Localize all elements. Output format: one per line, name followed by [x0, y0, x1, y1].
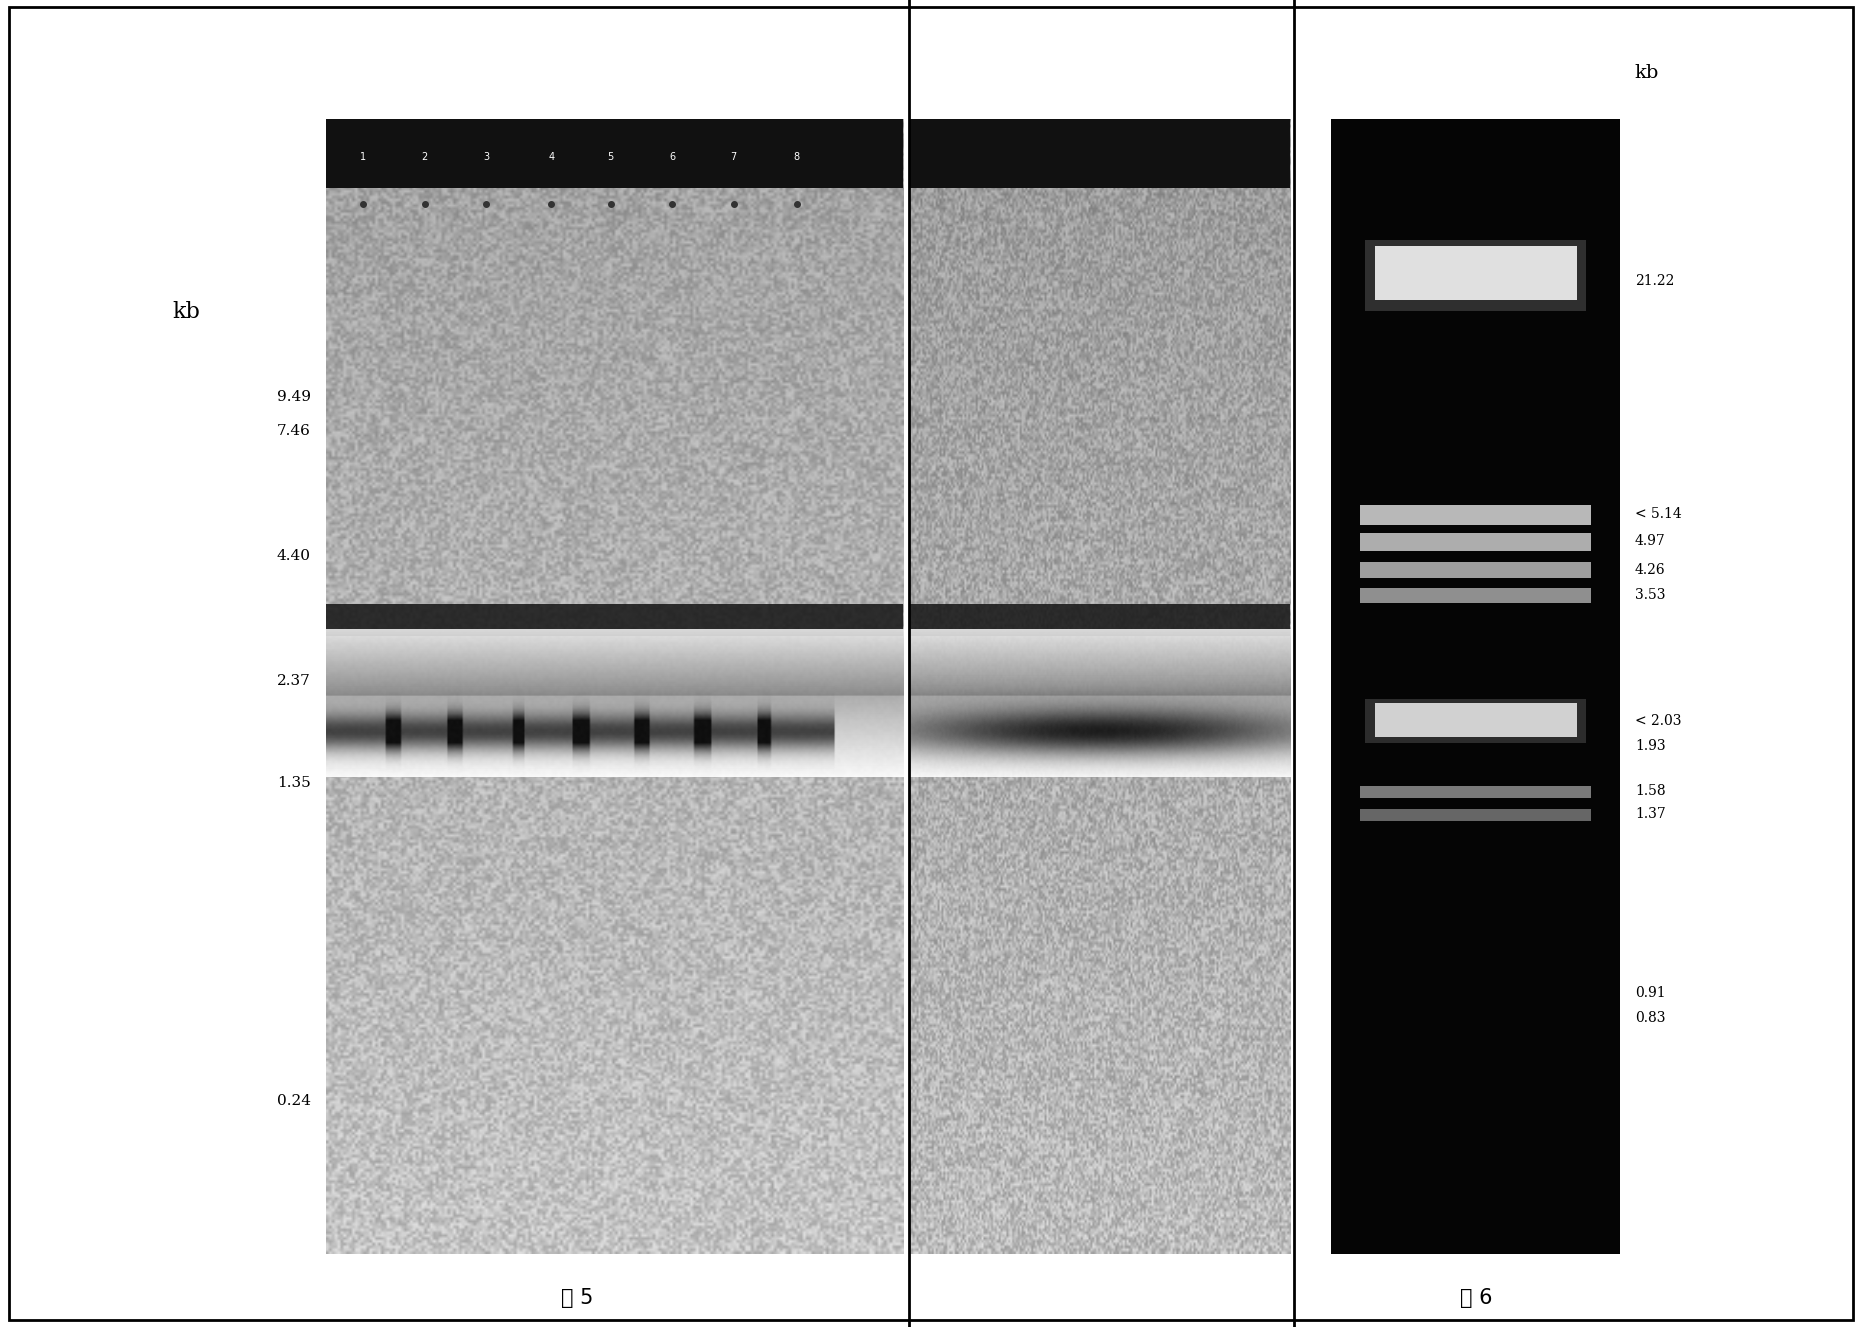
Text: 7: 7	[730, 153, 737, 162]
Bar	[1359, 533, 1590, 552]
Bar	[1359, 504, 1590, 525]
Text: 4.40: 4.40	[277, 549, 311, 563]
Bar	[1365, 699, 1586, 743]
Bar	[1374, 245, 1577, 300]
Bar	[326, 604, 903, 636]
Bar	[1359, 809, 1590, 820]
Text: 1.93: 1.93	[1635, 739, 1665, 752]
Text: 3: 3	[482, 153, 490, 162]
Bar	[909, 119, 1290, 188]
Text: kb: kb	[173, 301, 199, 324]
Bar	[1359, 786, 1590, 799]
Text: 图 6: 图 6	[1460, 1287, 1493, 1308]
Bar	[1365, 240, 1586, 311]
Text: 1.58: 1.58	[1635, 784, 1665, 798]
Text: 1.37: 1.37	[1635, 807, 1666, 821]
Bar	[326, 119, 903, 188]
Bar	[1374, 702, 1577, 736]
Text: 0.83: 0.83	[1635, 1011, 1665, 1024]
Text: 4.26: 4.26	[1635, 563, 1665, 577]
Text: 6: 6	[668, 153, 676, 162]
Text: < 2.03: < 2.03	[1635, 714, 1681, 727]
Bar	[1359, 563, 1590, 579]
Text: 2: 2	[421, 153, 428, 162]
Text: 8: 8	[793, 153, 801, 162]
Text: 2.37: 2.37	[277, 674, 311, 689]
Text: 1: 1	[359, 153, 367, 162]
Text: 9.49: 9.49	[277, 390, 311, 405]
Text: 1.35: 1.35	[277, 776, 311, 790]
Text: 4: 4	[547, 153, 555, 162]
Text: 7.46: 7.46	[277, 425, 311, 438]
Text: kb: kb	[1635, 64, 1659, 82]
Text: 0.91: 0.91	[1635, 986, 1665, 1001]
Text: < 5.14: < 5.14	[1635, 507, 1681, 522]
Text: 5: 5	[607, 153, 614, 162]
Text: 3.53: 3.53	[1635, 588, 1665, 602]
Text: 4.97: 4.97	[1635, 535, 1666, 548]
Bar	[1359, 588, 1590, 602]
Text: 图 5: 图 5	[560, 1287, 594, 1308]
Bar	[909, 604, 1290, 636]
Text: 0.24: 0.24	[277, 1093, 311, 1108]
Bar	[1331, 119, 1620, 1254]
Text: 21.22: 21.22	[1635, 273, 1674, 288]
